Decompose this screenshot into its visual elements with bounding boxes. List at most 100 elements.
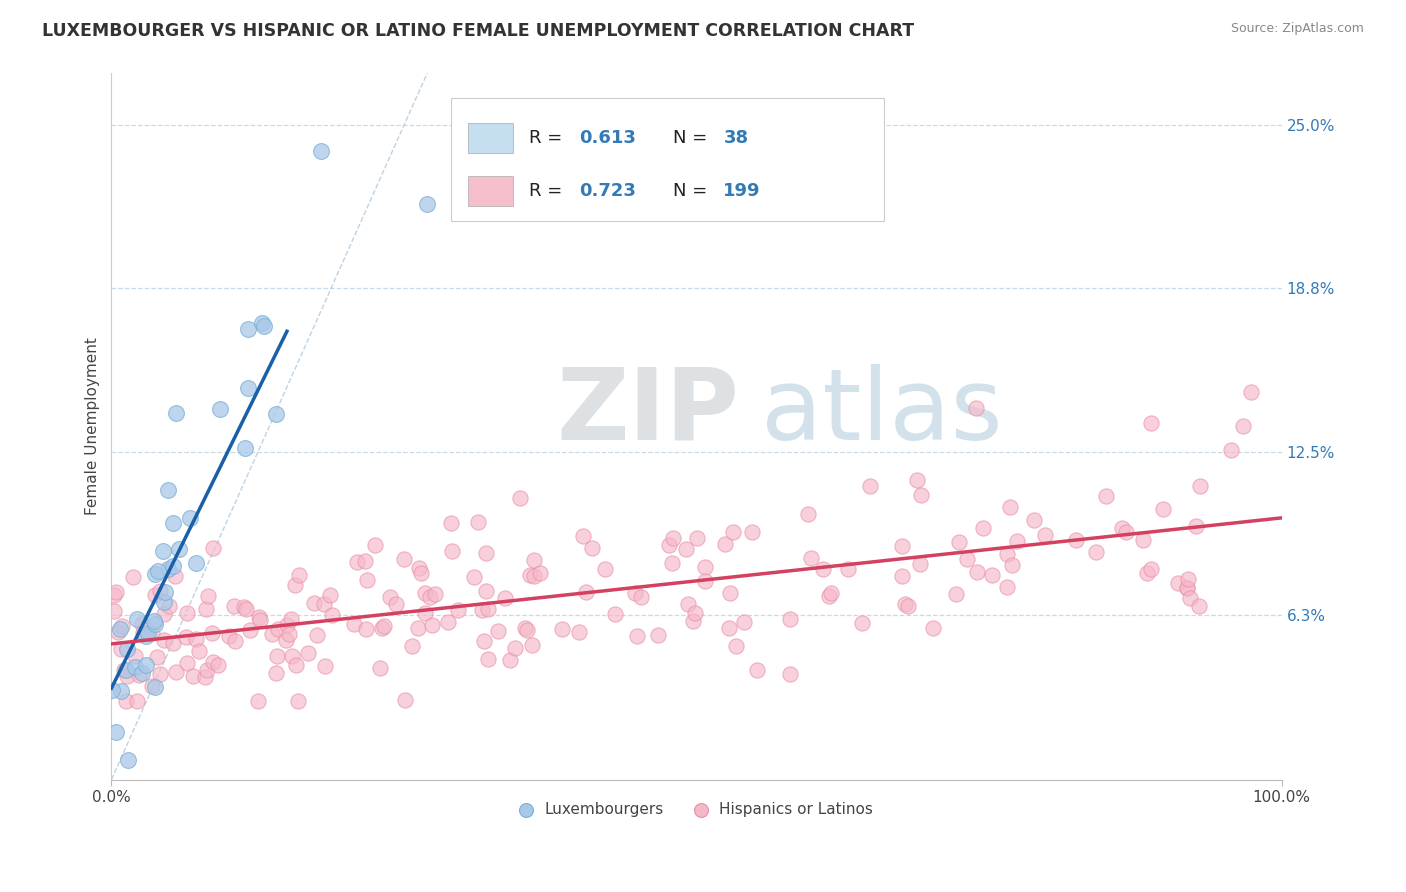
Point bbox=[188, 644, 211, 658]
Point bbox=[218, 629, 240, 643]
Point bbox=[287, 694, 309, 708]
Point bbox=[143, 588, 166, 602]
FancyBboxPatch shape bbox=[451, 98, 884, 221]
Point bbox=[1005, 534, 1028, 549]
Point bbox=[115, 663, 138, 677]
Point bbox=[413, 586, 436, 600]
Point bbox=[463, 570, 485, 584]
Point bbox=[1033, 528, 1056, 542]
Point bbox=[948, 535, 970, 549]
Point bbox=[471, 602, 494, 616]
Point bbox=[441, 544, 464, 558]
Point bbox=[995, 580, 1018, 594]
Point bbox=[153, 585, 176, 599]
Point bbox=[572, 529, 595, 543]
Point bbox=[905, 473, 928, 487]
Point bbox=[284, 658, 307, 673]
Point bbox=[165, 406, 187, 420]
Point bbox=[135, 658, 157, 673]
Point bbox=[995, 548, 1018, 562]
Point bbox=[972, 521, 994, 535]
Point bbox=[149, 667, 172, 681]
Point bbox=[343, 616, 366, 631]
Point bbox=[100, 682, 122, 697]
Point bbox=[1140, 416, 1163, 430]
Point bbox=[354, 622, 377, 636]
Point bbox=[1111, 520, 1133, 534]
Point bbox=[165, 568, 187, 582]
Point bbox=[252, 316, 274, 330]
Point bbox=[107, 624, 129, 639]
Point bbox=[148, 583, 170, 598]
Point bbox=[897, 599, 920, 614]
Point bbox=[264, 665, 287, 680]
Point bbox=[124, 649, 146, 664]
Point bbox=[818, 589, 841, 603]
Point bbox=[143, 680, 166, 694]
Point bbox=[176, 606, 198, 620]
Point bbox=[695, 574, 717, 588]
FancyBboxPatch shape bbox=[468, 176, 513, 206]
Point bbox=[779, 611, 801, 625]
Point bbox=[267, 622, 290, 636]
Point bbox=[714, 537, 737, 551]
Point bbox=[420, 618, 443, 632]
Point bbox=[312, 597, 335, 611]
Point bbox=[141, 679, 163, 693]
Point bbox=[356, 573, 378, 587]
Point bbox=[288, 567, 311, 582]
Text: N =: N = bbox=[673, 182, 713, 200]
Point bbox=[419, 591, 441, 605]
Point bbox=[513, 621, 536, 635]
Point bbox=[523, 568, 546, 582]
Point bbox=[222, 599, 245, 614]
Point bbox=[1188, 599, 1211, 613]
Point bbox=[280, 612, 302, 626]
Point bbox=[486, 624, 509, 638]
Point bbox=[1175, 581, 1198, 595]
Point bbox=[131, 665, 153, 680]
Point bbox=[125, 694, 148, 708]
Point bbox=[1066, 533, 1088, 547]
Point bbox=[551, 622, 574, 636]
Point bbox=[523, 552, 546, 566]
Point bbox=[176, 657, 198, 671]
Point bbox=[114, 694, 136, 708]
Point bbox=[519, 568, 541, 582]
Point bbox=[131, 626, 153, 640]
Point bbox=[695, 560, 717, 574]
Point bbox=[194, 602, 217, 616]
Point bbox=[153, 595, 176, 609]
Point bbox=[146, 650, 169, 665]
Point bbox=[733, 615, 755, 630]
Point bbox=[162, 636, 184, 650]
Point bbox=[966, 565, 988, 579]
Point bbox=[284, 578, 307, 592]
Point bbox=[105, 724, 128, 739]
Point bbox=[201, 626, 224, 640]
Point bbox=[368, 661, 391, 675]
Point bbox=[157, 599, 180, 613]
Point bbox=[141, 626, 163, 640]
Point bbox=[416, 197, 439, 211]
Point bbox=[297, 646, 319, 660]
Point bbox=[955, 551, 977, 566]
Point bbox=[162, 559, 184, 574]
Point bbox=[169, 541, 191, 556]
Point bbox=[274, 633, 297, 648]
Point bbox=[314, 658, 336, 673]
Point bbox=[1240, 385, 1263, 400]
Point bbox=[1140, 562, 1163, 576]
Point bbox=[516, 623, 538, 637]
Point bbox=[194, 670, 217, 684]
Point bbox=[503, 640, 526, 655]
Point bbox=[276, 618, 298, 632]
Point bbox=[408, 561, 430, 575]
Point bbox=[262, 626, 284, 640]
Point bbox=[741, 525, 763, 540]
Point bbox=[124, 660, 146, 674]
Point bbox=[401, 639, 423, 653]
Text: N =: N = bbox=[673, 129, 713, 147]
Point bbox=[686, 531, 709, 545]
Point bbox=[122, 570, 145, 584]
